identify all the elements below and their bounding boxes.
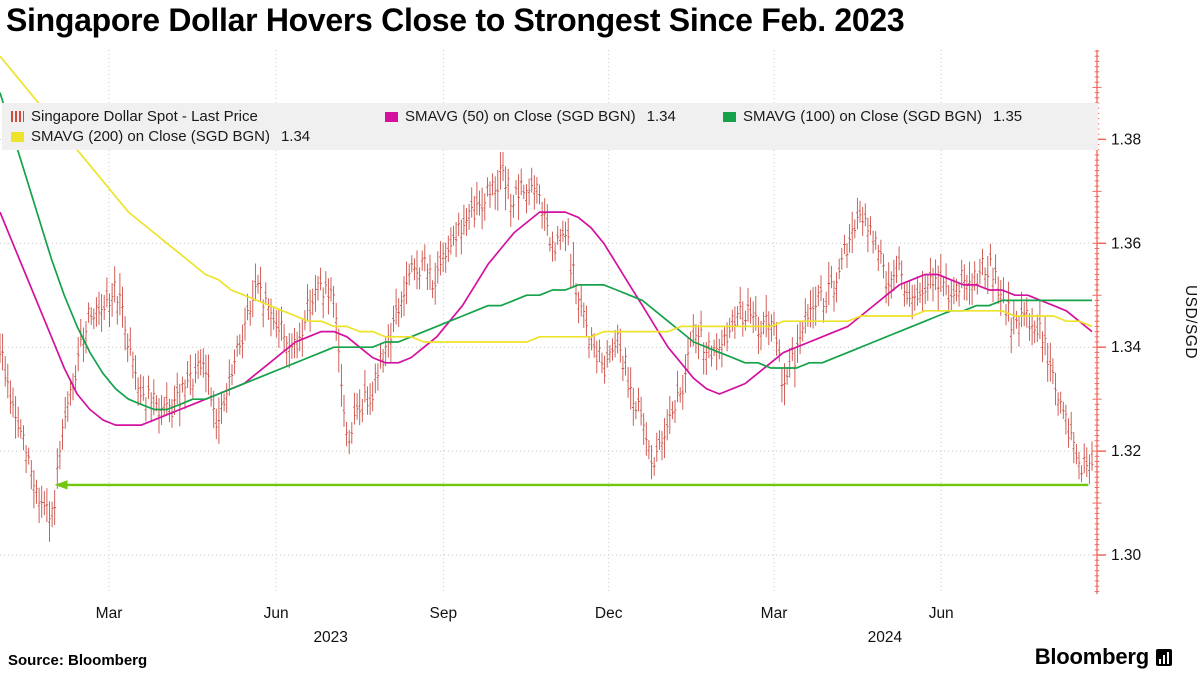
price-chart: Mar Jun Sep Dec Mar Jun 2023 2024 1.30 1.32 1.34 1.… [0, 50, 1199, 646]
svg-text:Jun: Jun [264, 605, 289, 622]
legend-label-smavg200: SMAVG (200) on Close (SGD BGN) [31, 128, 270, 145]
svg-text:2023: 2023 [313, 629, 347, 646]
chart-legend: Singapore Dollar Spot - Last Price SMAVG… [2, 103, 1098, 150]
legend-item-smavg100: SMAVG (100) on Close (SGD BGN) 1.35 [723, 108, 1089, 125]
svg-text:Jun: Jun [929, 605, 954, 622]
legend-label-smavg100: SMAVG (100) on Close (SGD BGN) [743, 108, 982, 125]
smavg100-swatch-icon [723, 111, 736, 122]
svg-text:Mar: Mar [761, 605, 788, 622]
svg-text:Dec: Dec [595, 605, 623, 622]
source-label: Source: Bloomberg [8, 652, 148, 669]
svg-text:Sep: Sep [430, 605, 458, 622]
legend-item-smavg50: SMAVG (50) on Close (SGD BGN) 1.34 [385, 108, 723, 125]
svg-text:1.38: 1.38 [1111, 131, 1141, 148]
legend-value-smavg50: 1.34 [646, 108, 676, 125]
svg-text:1.34: 1.34 [1111, 339, 1142, 356]
svg-text:2024: 2024 [868, 629, 903, 646]
svg-text:1.36: 1.36 [1111, 235, 1141, 252]
svg-text:1.30: 1.30 [1111, 547, 1142, 564]
legend-label-spot: Singapore Dollar Spot - Last Price [31, 108, 258, 125]
smavg50-swatch-icon [385, 111, 398, 122]
svg-text:USD/SGD: USD/SGD [1182, 285, 1199, 359]
svg-text:Mar: Mar [96, 605, 123, 622]
bloomberg-wordmark: Bloomberg [1034, 644, 1150, 669]
bloomberg-chart-icon [1156, 648, 1172, 666]
page-title: Singapore Dollar Hovers Close to Stronge… [6, 2, 905, 38]
legend-value-smavg100: 1.35 [992, 108, 1023, 125]
spot-bars-icon [11, 111, 24, 122]
legend-value-smavg200: 1.34 [280, 128, 311, 145]
chart-area: Mar Jun Sep Dec Mar Jun 2023 2024 1.30 1.32 1.34 1.… [0, 46, 1200, 656]
smavg200-swatch-icon [11, 131, 24, 142]
legend-item-smavg200: SMAVG (200) on Close (SGD BGN) 1.34 [11, 128, 385, 145]
svg-text:1.32: 1.32 [1111, 443, 1141, 460]
bloomberg-logo: Bloomberg [1035, 644, 1172, 670]
legend-item-spot: Singapore Dollar Spot - Last Price [11, 108, 385, 125]
legend-label-smavg50: SMAVG (50) on Close (SGD BGN) [405, 108, 636, 125]
